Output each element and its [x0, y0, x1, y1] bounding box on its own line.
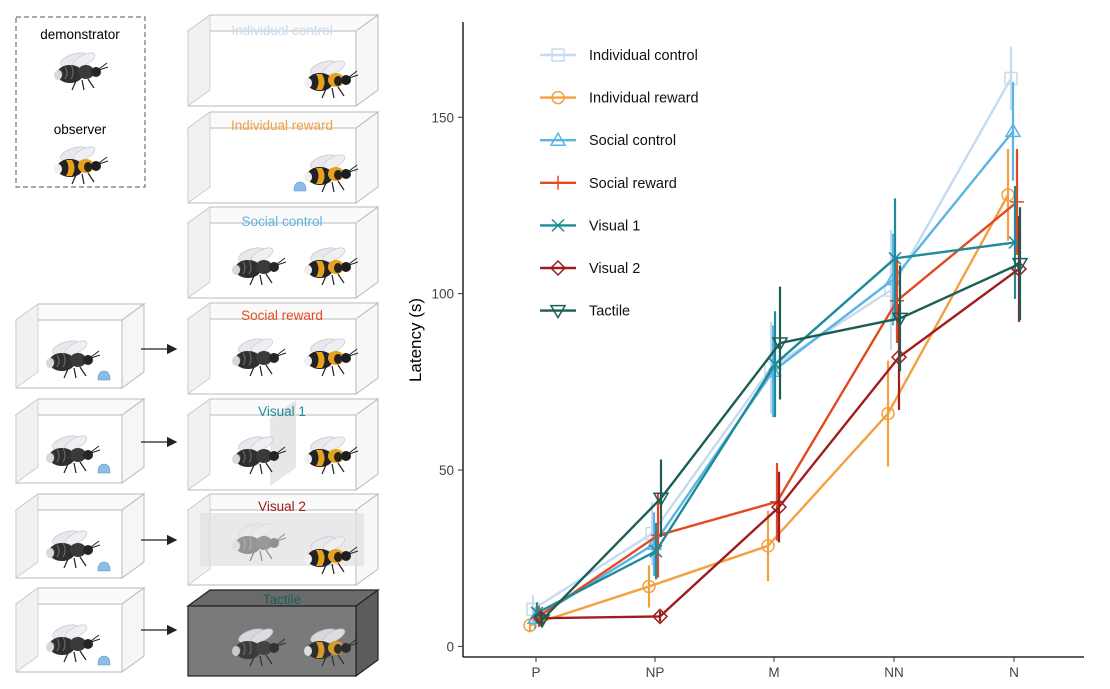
legend-marker — [549, 259, 567, 277]
data-point — [891, 312, 909, 327]
data-point — [649, 544, 663, 558]
data-point — [770, 499, 788, 516]
data-point — [651, 528, 665, 543]
legend-marker — [551, 48, 565, 62]
condition-row-social-reward: Social reward — [15, 302, 379, 395]
data-point — [1010, 194, 1024, 209]
condition-box-individual-control: Individual control — [187, 14, 379, 107]
legend-label: Social reward — [589, 176, 677, 192]
chart-legend: Individual control Individual reward Socia… — [540, 48, 699, 320]
legend-label: Individual reward — [589, 91, 699, 107]
box-label-visual-1: Visual 1 — [258, 404, 306, 419]
legend-label: Visual 2 — [589, 261, 640, 277]
data-point — [761, 539, 775, 553]
data-point — [652, 492, 670, 507]
legend-item: Social control — [540, 131, 676, 149]
data-point — [651, 608, 669, 625]
experiment-schematic: demonstrator observer Individual control… — [15, 14, 380, 678]
x-tick-label: M — [768, 665, 779, 680]
key-box: demonstrator observer — [15, 16, 146, 188]
series-individual-reward — [523, 149, 1015, 633]
data-point — [1004, 71, 1018, 86]
series-line — [534, 130, 1014, 620]
legend-marker — [551, 175, 565, 190]
legend-item: Individual control — [540, 48, 698, 64]
series-line — [540, 267, 1020, 620]
data-point — [642, 579, 656, 594]
legend-item: Visual 1 — [540, 218, 640, 234]
x-tick-label: NP — [646, 665, 665, 680]
legend-item: Tactile — [540, 304, 630, 320]
x-tick-label: N — [1009, 665, 1019, 680]
x-tick-label: NN — [884, 665, 904, 680]
series-visual-2 — [532, 216, 1028, 627]
box-label-tactile: Tactile — [263, 592, 301, 607]
condition-box-social-control: Social control — [187, 206, 379, 299]
series-line — [541, 262, 1021, 621]
legend-label: Individual control — [589, 48, 698, 64]
legend-label: Visual 1 — [589, 218, 640, 234]
legend-label: Tactile — [589, 304, 630, 320]
y-tick-label: 100 — [431, 287, 454, 302]
y-axis-title: Latency (s) — [406, 298, 425, 382]
y-tick-label: 50 — [439, 463, 454, 478]
data-point — [890, 293, 904, 308]
condition-row-visual-2: Visual 2 — [15, 493, 379, 586]
legend-marker — [549, 131, 567, 146]
data-point — [533, 614, 551, 629]
condition-row-tactile: Tactile — [15, 587, 380, 678]
data-point — [888, 251, 902, 265]
legend-item: Individual reward — [540, 91, 699, 107]
chart-series — [523, 46, 1029, 633]
condition-box-individual-reward: Individual reward — [187, 111, 379, 204]
data-point — [1004, 122, 1022, 138]
box-label-individual-reward: Individual reward — [231, 118, 333, 133]
series-visual-1 — [530, 186, 1022, 624]
legend-item: Social reward — [540, 175, 677, 192]
demonstrator-label: demonstrator — [40, 27, 120, 42]
series-tactile — [533, 207, 1029, 629]
x-tick-label: P — [531, 665, 540, 680]
y-tick-label: 0 — [446, 639, 454, 654]
box-label-visual-2: Visual 2 — [258, 499, 306, 514]
box-label-social-control: Social control — [241, 214, 322, 229]
data-point — [771, 337, 789, 352]
data-point — [1011, 257, 1029, 273]
legend-marker — [551, 218, 565, 232]
observer-label: observer — [54, 122, 107, 137]
series-line — [529, 194, 1010, 627]
legend-marker — [549, 304, 567, 320]
y-tick-label: 150 — [431, 110, 454, 125]
legend-item: Visual 2 — [540, 259, 640, 277]
box-label-social-reward: Social reward — [241, 308, 323, 323]
box-label-individual-control: Individual control — [231, 23, 332, 38]
legend-marker — [551, 90, 565, 105]
data-point — [881, 406, 895, 421]
condition-row-visual-1: Visual 1 — [15, 398, 379, 491]
legend-label: Social control — [589, 133, 676, 149]
transparent-partition — [270, 400, 296, 486]
